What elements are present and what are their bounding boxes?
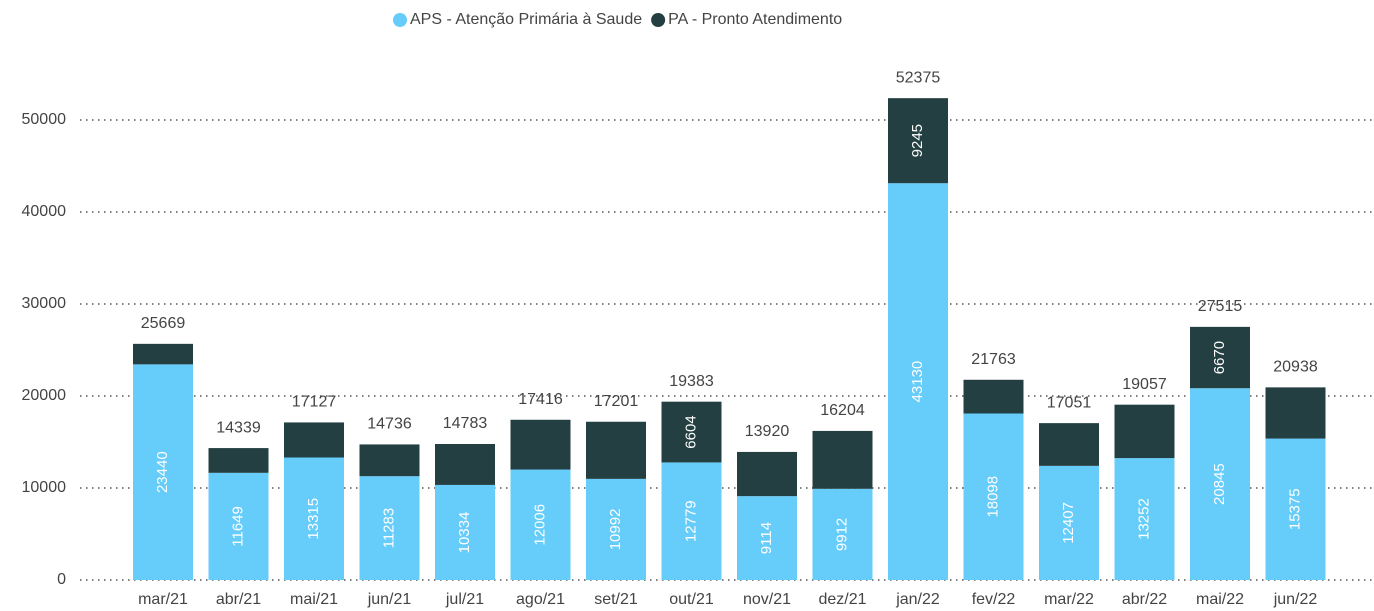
total-label: 16204: [820, 402, 865, 419]
bar-value-label: 12779: [682, 500, 699, 542]
bar-segment: [812, 430, 873, 489]
bar-value-label: 13315: [305, 498, 322, 540]
x-tick-label: jan/22: [895, 591, 940, 608]
bar-value-label: 9912: [833, 518, 850, 551]
x-tick-label: abr/22: [1122, 591, 1167, 608]
bar-value-label: 43130: [909, 361, 926, 403]
bar-value-label: 12006: [531, 504, 548, 546]
bar-segment: [208, 448, 269, 473]
total-label: 52375: [896, 69, 941, 86]
bar-segment: [1039, 423, 1099, 466]
bar-segment: [586, 421, 646, 479]
bar-value-label: 10334: [456, 512, 473, 554]
bar-value-label: 6604: [682, 415, 699, 448]
total-label: 14339: [216, 419, 261, 436]
bar-value-label: 11649: [229, 506, 246, 547]
x-tick-label: mar/21: [138, 591, 188, 608]
x-tick-label: jul/21: [445, 591, 484, 608]
y-tick-label: 20000: [22, 387, 67, 404]
bar-segment: [1039, 465, 1099, 580]
bar-value-label: 18098: [984, 476, 1001, 518]
bar-segment: [737, 451, 797, 497]
y-tick-label: 30000: [22, 295, 67, 312]
bar-segment: [208, 472, 269, 580]
x-tick-label: mai/22: [1196, 591, 1244, 608]
y-tick-label: 40000: [22, 203, 67, 220]
bar-segment: [661, 401, 722, 463]
bar-segment: [435, 484, 495, 580]
total-label: 17201: [594, 393, 639, 410]
x-tick-label: set/21: [594, 591, 638, 608]
total-label: 21763: [971, 351, 1016, 368]
bar-segment: [359, 444, 420, 477]
bar-value-label: 9114: [758, 522, 775, 554]
y-tick-label: 0: [57, 571, 66, 588]
bar-value-label: 11283: [380, 508, 397, 549]
bar-segment: [586, 478, 646, 580]
bar-segment: [133, 364, 193, 580]
bar-segment: [1190, 326, 1250, 389]
legend-swatch: [393, 13, 407, 27]
x-tick-label: jun/21: [367, 591, 412, 608]
total-label: 14736: [367, 416, 412, 433]
bar-segment: [1114, 458, 1175, 580]
bar-value-label: 15375: [1286, 488, 1303, 530]
x-tick-label: ago/21: [516, 591, 565, 608]
x-tick-label: mar/22: [1044, 591, 1094, 608]
bar-segment: [661, 462, 722, 580]
bar-segment: [888, 98, 948, 184]
total-label: 20938: [1273, 359, 1318, 376]
bar-segment: [812, 488, 873, 580]
x-tick-label: jun/22: [1273, 591, 1318, 608]
x-tick-label: fev/22: [972, 591, 1016, 608]
legend-label: APS - Atenção Primária à Saude: [410, 11, 642, 28]
bar-segment: [133, 343, 193, 365]
bar-segment: [1265, 387, 1326, 439]
x-tick-label: abr/21: [216, 591, 261, 608]
bar-segment: [1265, 438, 1326, 580]
total-label: 17127: [292, 394, 337, 411]
bar-segment: [963, 413, 1024, 580]
bar-value-label: 20845: [1211, 463, 1228, 505]
total-label: 19383: [669, 373, 714, 390]
x-tick-label: out/21: [669, 591, 714, 608]
total-label: 27515: [1198, 298, 1243, 315]
y-tick-label: 50000: [22, 111, 67, 128]
total-label: 13920: [745, 423, 790, 440]
bar-segment: [435, 443, 495, 485]
bar-value-label: 13252: [1135, 498, 1152, 540]
bar-segment: [284, 422, 344, 458]
y-tick-label: 10000: [22, 479, 67, 496]
total-label: 25669: [141, 315, 186, 332]
x-tick-label: mai/21: [290, 591, 338, 608]
bar-segment: [510, 469, 571, 580]
total-label: 17416: [518, 391, 563, 408]
bar-segment: [1114, 404, 1175, 459]
bar-value-label: 10992: [607, 509, 624, 551]
bar-segment: [284, 457, 344, 580]
bar-value-label: 9245: [909, 124, 926, 157]
bar-segment: [1190, 388, 1250, 580]
legend-label: PA - Pronto Atendimento: [668, 11, 842, 28]
x-tick-label: dez/21: [818, 591, 866, 608]
bar-segment: [359, 476, 420, 580]
total-label: 19057: [1122, 376, 1167, 393]
bar-segment: [963, 379, 1024, 414]
legend-swatch: [651, 13, 666, 27]
total-label: 17051: [1047, 394, 1092, 411]
total-label: 14783: [443, 415, 488, 432]
bar-segment: [888, 183, 948, 581]
bar-value-label: 23440: [154, 451, 171, 493]
bar-value-label: 12407: [1060, 502, 1077, 544]
bar-segment: [510, 419, 571, 470]
bar-segment: [737, 496, 797, 580]
x-tick-label: nov/21: [743, 591, 791, 608]
bar-value-label: 6670: [1211, 341, 1228, 374]
